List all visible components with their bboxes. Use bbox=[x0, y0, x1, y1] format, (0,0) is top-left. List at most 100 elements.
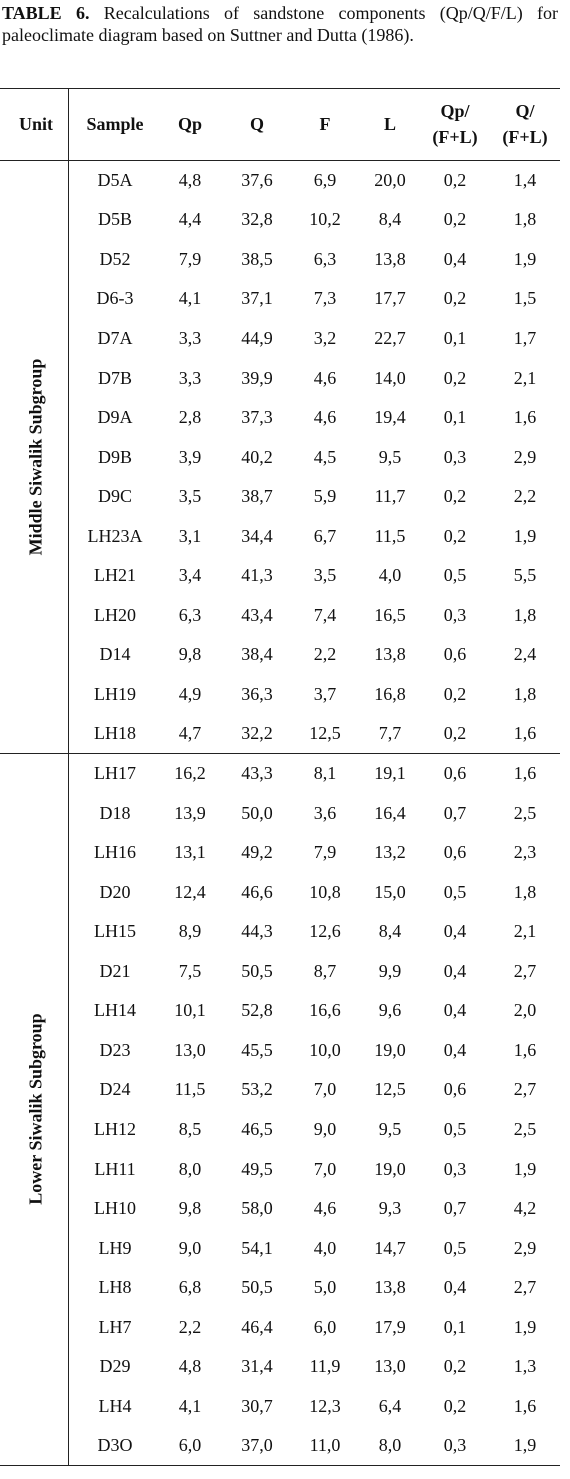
table-cell: 4,8 bbox=[178, 1356, 202, 1377]
table-cell: 11,9 bbox=[309, 1356, 341, 1377]
table-cell: 38,4 bbox=[241, 644, 273, 665]
table-cell: 16,5 bbox=[374, 604, 406, 625]
table-cell: 30,7 bbox=[241, 1395, 273, 1416]
table-cell: 9,9 bbox=[378, 960, 402, 981]
table-cell: 0,1 bbox=[443, 327, 467, 348]
table-cell: 45,5 bbox=[241, 1039, 273, 1060]
table-cell: 10,0 bbox=[309, 1039, 341, 1060]
table-cell: 16,2 bbox=[174, 763, 206, 784]
table-cell: 11,7 bbox=[374, 486, 406, 507]
table-cell: 16,4 bbox=[374, 802, 406, 823]
group-rule bbox=[0, 1465, 560, 1467]
table-cell: 12,4 bbox=[174, 881, 206, 902]
table-top-rule bbox=[0, 88, 560, 89]
table-cell: 6,9 bbox=[313, 169, 337, 190]
table-cell: 8,0 bbox=[378, 1435, 402, 1456]
table-cell: 13,2 bbox=[374, 842, 406, 863]
table-cell: LH17 bbox=[94, 763, 136, 784]
table-cell: 0,4 bbox=[443, 960, 467, 981]
table-cell: D5A bbox=[97, 169, 133, 190]
table-cell: 2,1 bbox=[513, 367, 537, 388]
table-cell: D9B bbox=[97, 446, 132, 467]
table-cell: 6,0 bbox=[313, 1316, 337, 1337]
table-cell: 13,0 bbox=[374, 1356, 406, 1377]
table-cell: 7,9 bbox=[178, 248, 202, 269]
table-cell: D20 bbox=[99, 881, 131, 902]
table-cell: 6,0 bbox=[178, 1435, 202, 1456]
table-cell: 2,7 bbox=[513, 1079, 537, 1100]
table-cell: 50,5 bbox=[241, 1277, 273, 1298]
table-cell: 4,6 bbox=[313, 407, 337, 428]
table-cell: LH23A bbox=[87, 525, 143, 546]
table-cell: D14 bbox=[99, 644, 131, 665]
table-cell: 2,4 bbox=[513, 644, 537, 665]
table-cell: 4,2 bbox=[513, 1198, 537, 1219]
table-cell: D5B bbox=[97, 209, 132, 230]
table-cell: D7B bbox=[97, 367, 132, 388]
table-cell: 14,7 bbox=[374, 1237, 406, 1258]
table-cell: 0,2 bbox=[443, 486, 467, 507]
table-cell: 2,7 bbox=[513, 960, 537, 981]
table-cell: 1,5 bbox=[513, 288, 537, 309]
column-header: Q bbox=[249, 114, 264, 134]
table-cell: 5,5 bbox=[513, 565, 537, 586]
table-cell: 58,0 bbox=[241, 1198, 273, 1219]
table-cell: 4,9 bbox=[178, 683, 202, 704]
table-cell: 0,2 bbox=[443, 1356, 467, 1377]
table-cell: 32,2 bbox=[241, 723, 273, 744]
table-cell: 0,2 bbox=[443, 723, 467, 744]
table-cell: 1,8 bbox=[513, 881, 537, 902]
table-cell: 1,9 bbox=[513, 248, 537, 269]
table-cell: 3,4 bbox=[178, 565, 202, 586]
table-cell: 4,5 bbox=[313, 446, 337, 467]
table-cell: 20,0 bbox=[374, 169, 406, 190]
group-label: Lower Siwalik Subgroup bbox=[25, 1013, 46, 1205]
table-cell: 2,0 bbox=[513, 1000, 537, 1021]
table-cell: 9,5 bbox=[378, 1118, 402, 1139]
table-cell: 8,5 bbox=[178, 1118, 202, 1139]
table-cell: LH21 bbox=[94, 565, 136, 586]
table-cell: D9C bbox=[97, 486, 132, 507]
table-cell: 0,2 bbox=[443, 683, 467, 704]
table-cell: 34,4 bbox=[241, 525, 273, 546]
table-cell: 53,2 bbox=[241, 1079, 273, 1100]
table-cell: 44,9 bbox=[241, 327, 273, 348]
table-cell: 13,0 bbox=[174, 1039, 206, 1060]
table-cell: 4,1 bbox=[178, 288, 202, 309]
table-cell: D9A bbox=[97, 407, 133, 428]
table-cell: 13,8 bbox=[374, 1277, 406, 1298]
table-cell: 1,8 bbox=[513, 683, 537, 704]
table-cell: 37,6 bbox=[241, 169, 273, 190]
group-label: Middle Siwalik Subgroup bbox=[25, 358, 46, 555]
table-cell: 9,3 bbox=[378, 1198, 402, 1219]
table-cell: 37,0 bbox=[241, 1435, 273, 1456]
table-cell: 3,6 bbox=[313, 802, 337, 823]
table-cell: D18 bbox=[99, 802, 131, 823]
table-cell: 0,4 bbox=[443, 921, 467, 942]
table-cell: 37,1 bbox=[241, 288, 273, 309]
table-cell: 38,5 bbox=[241, 248, 273, 269]
table-cell: 2,1 bbox=[513, 921, 537, 942]
table-cell: 0,2 bbox=[443, 367, 467, 388]
table-cell: 44,3 bbox=[241, 921, 273, 942]
table-cell: 4,8 bbox=[178, 169, 202, 190]
table-cell: LH15 bbox=[94, 921, 136, 942]
table-cell: 14,0 bbox=[374, 367, 406, 388]
table-cell: 0,3 bbox=[443, 1158, 467, 1179]
column-header: F bbox=[319, 114, 331, 134]
table-cell: 7,0 bbox=[313, 1079, 337, 1100]
table-cell: 19,0 bbox=[374, 1158, 406, 1179]
table-cell: 1,6 bbox=[513, 1039, 537, 1060]
table-cell: 0,7 bbox=[443, 802, 467, 823]
table-cell: 0,5 bbox=[443, 1118, 467, 1139]
table-cell: D29 bbox=[99, 1356, 131, 1377]
table-cell: 0,7 bbox=[443, 1198, 467, 1219]
table-cell: 2,3 bbox=[513, 842, 537, 863]
table-cell: 54,1 bbox=[241, 1237, 273, 1258]
table-cell: 16,6 bbox=[309, 1000, 341, 1021]
table-cell: 13,8 bbox=[374, 644, 406, 665]
table-cell: 0,3 bbox=[443, 1435, 467, 1456]
table-cell: 1,9 bbox=[513, 1158, 537, 1179]
table-cell: 0,6 bbox=[443, 763, 467, 784]
table-cell: 3,2 bbox=[313, 327, 337, 348]
